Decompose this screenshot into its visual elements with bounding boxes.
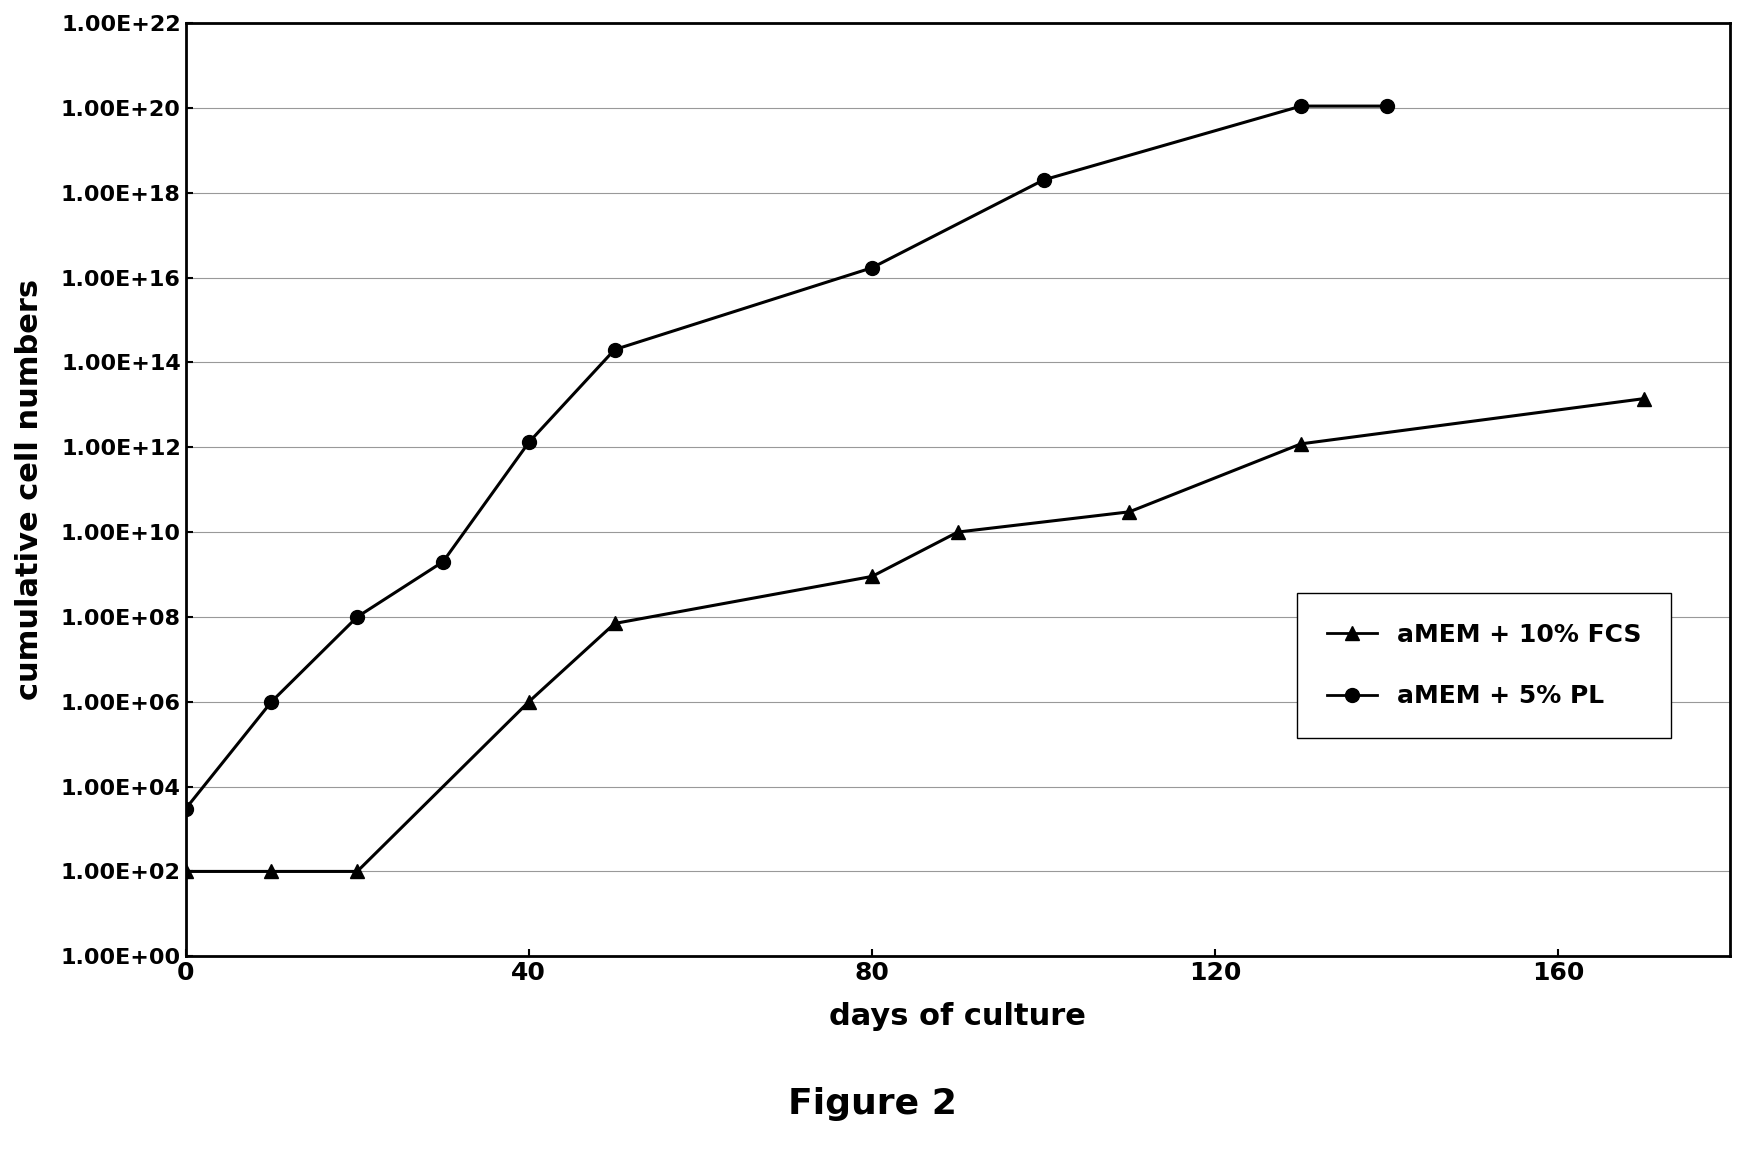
aMEM + 5% PL [347,610,368,624]
Line: aMEM + 10% FCS: aMEM + 10% FCS [178,392,1651,878]
aMEM + 10% FCS [518,695,539,709]
aMEM + 10% FCS [862,569,883,583]
aMEM + 10% FCS [347,865,368,878]
aMEM + 5% PL [604,343,625,357]
aMEM + 5% PL [1033,173,1054,187]
Legend: aMEM + 10% FCS, aMEM + 5% PL: aMEM + 10% FCS, aMEM + 5% PL [1297,593,1672,739]
aMEM + 10% FCS [1291,437,1312,451]
Line: aMEM + 5% PL: aMEM + 5% PL [178,99,1394,816]
aMEM + 10% FCS [1633,392,1654,406]
Text: Figure 2: Figure 2 [789,1086,956,1121]
aMEM + 5% PL [518,436,539,450]
aMEM + 10% FCS [604,617,625,631]
aMEM + 5% PL [1377,99,1398,113]
aMEM + 5% PL [262,695,283,709]
aMEM + 10% FCS [174,865,195,878]
X-axis label: days of culture: days of culture [829,1002,1087,1031]
aMEM + 5% PL [1291,99,1312,113]
aMEM + 5% PL [174,802,195,816]
Y-axis label: cumulative cell numbers: cumulative cell numbers [16,279,44,701]
aMEM + 5% PL [433,554,454,568]
aMEM + 10% FCS [1119,504,1139,518]
aMEM + 5% PL [862,260,883,274]
aMEM + 10% FCS [948,525,968,539]
aMEM + 10% FCS [262,865,283,878]
